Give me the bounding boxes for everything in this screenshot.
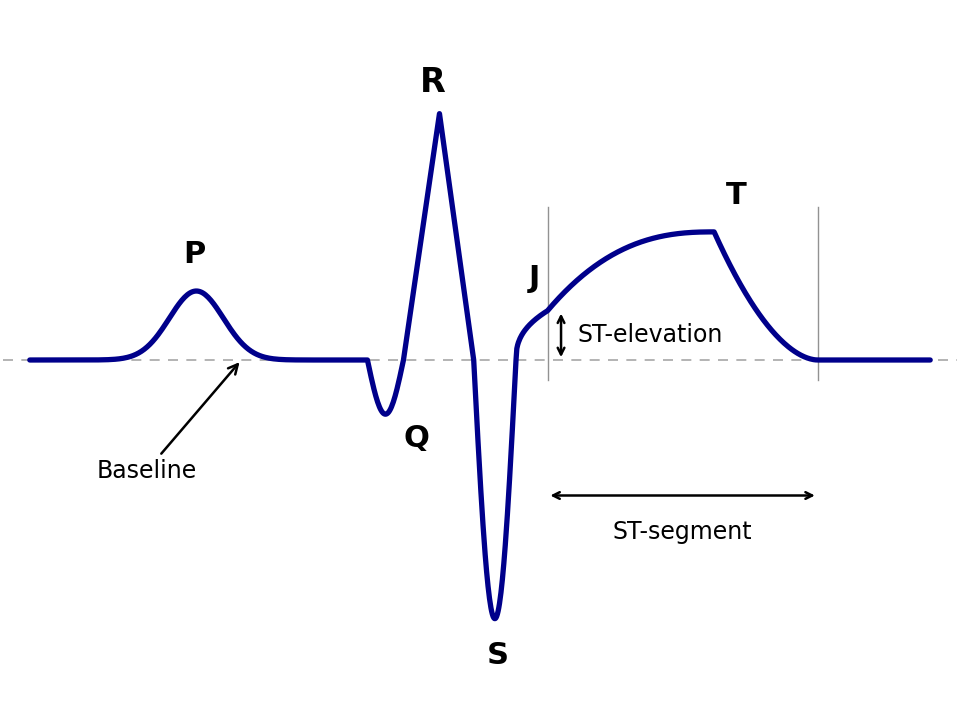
Text: R: R <box>420 66 446 99</box>
Text: Baseline: Baseline <box>97 364 238 482</box>
Text: ST-elevation: ST-elevation <box>577 323 723 347</box>
Text: P: P <box>183 240 205 269</box>
Text: S: S <box>487 641 509 670</box>
Text: T: T <box>727 181 747 210</box>
Text: Q: Q <box>403 424 429 453</box>
Text: J: J <box>529 264 540 294</box>
Text: ST-segment: ST-segment <box>612 520 753 544</box>
